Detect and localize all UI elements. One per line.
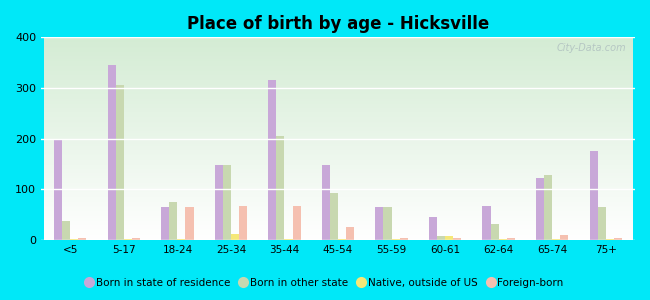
Text: City-Data.com: City-Data.com [556,44,626,53]
Bar [544,175,552,240]
Bar [445,236,453,240]
Bar [376,207,384,240]
Bar [400,238,408,240]
Bar [170,202,177,240]
Bar [285,238,292,240]
Bar [231,234,239,240]
Bar [124,238,132,240]
Bar [482,206,491,240]
Bar [614,238,621,240]
Bar [108,65,116,240]
Bar [330,194,338,240]
Bar [62,221,70,240]
Bar [116,85,124,240]
Bar [132,238,140,240]
Bar [338,238,346,240]
Bar [491,224,499,240]
Bar [79,238,86,240]
Bar [437,236,445,240]
Bar [506,238,515,240]
Bar [276,136,285,240]
Bar [239,206,247,240]
Bar [55,139,62,240]
Bar [185,207,194,240]
Bar [322,165,330,240]
Bar [346,227,354,240]
Bar [429,217,437,240]
Bar [292,206,300,240]
Bar [268,80,276,240]
Bar [590,152,597,240]
Bar [560,235,568,240]
Bar [384,207,391,240]
Bar [177,238,185,240]
Bar [453,238,461,240]
Bar [536,178,544,240]
Bar [70,238,79,240]
Bar [391,238,400,240]
Bar [161,207,170,240]
Bar [215,165,223,240]
Bar [606,238,614,240]
Bar [223,165,231,240]
Title: Place of birth by age - Hicksville: Place of birth by age - Hicksville [187,15,489,33]
Bar [597,207,606,240]
Bar [552,238,560,240]
Bar [499,238,506,240]
Legend: Born in state of residence, Born in other state, Native, outside of US, Foreign-: Born in state of residence, Born in othe… [82,273,568,292]
